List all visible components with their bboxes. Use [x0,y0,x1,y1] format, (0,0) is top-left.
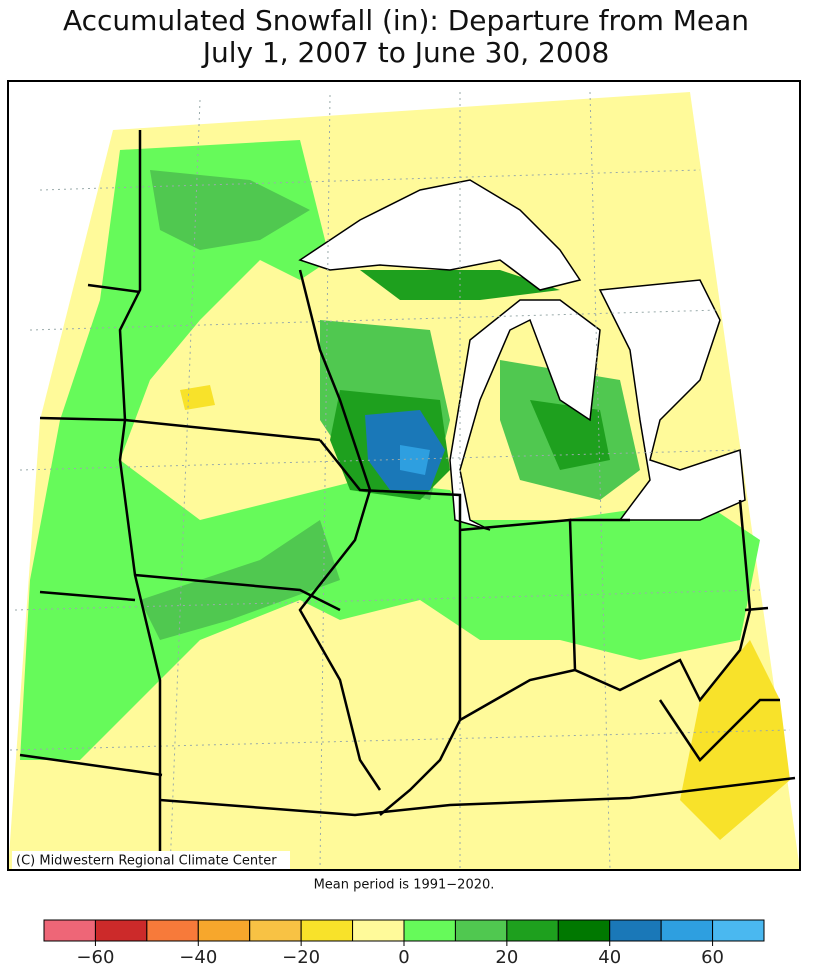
colorbar-label: 0 [398,947,409,968]
colorbar-bin [660,919,714,942]
credit-box [12,851,290,869]
colorbar-bin [300,919,354,942]
region-neg [180,385,790,840]
colorbar-bin [94,919,148,942]
colorbar-label: 60 [701,947,724,968]
colorbar-bin [712,919,765,942]
region-50-60 [400,445,430,475]
colorbar-bin [43,919,96,942]
colorbar-bin [454,919,508,942]
credit: (C) Midwestern Regional Climate Center [16,854,277,869]
state-borders [19,130,796,870]
colorbar-bin [352,919,405,942]
colorbar-bin [249,919,302,942]
colorbar: −60 −40 −20 0 20 40 60 [43,919,765,968]
colorbar-bin [403,919,456,942]
colorbar-label: 20 [495,947,518,968]
colorbar-label: −60 [76,947,114,968]
colorbar-bin [506,919,559,942]
grid [9,91,791,871]
map-frame [7,80,801,871]
colorbar-bin [557,919,611,942]
colorbar-bin [609,919,662,942]
title-line: Accumulated Snowfall (in): Departure fro… [63,4,749,37]
title-line: July 1, 2007 to June 30, 2008 [201,36,610,69]
colorbar-label: −40 [179,947,217,968]
note: Mean period is 1991−2020. [314,878,495,893]
map: (C) Midwestern Regional Climate Center [7,80,801,871]
colorbar-label: 40 [598,947,621,968]
colorbar-bin [146,919,199,942]
colorbar-label: −20 [282,947,320,968]
colorbar-bin [197,919,251,942]
